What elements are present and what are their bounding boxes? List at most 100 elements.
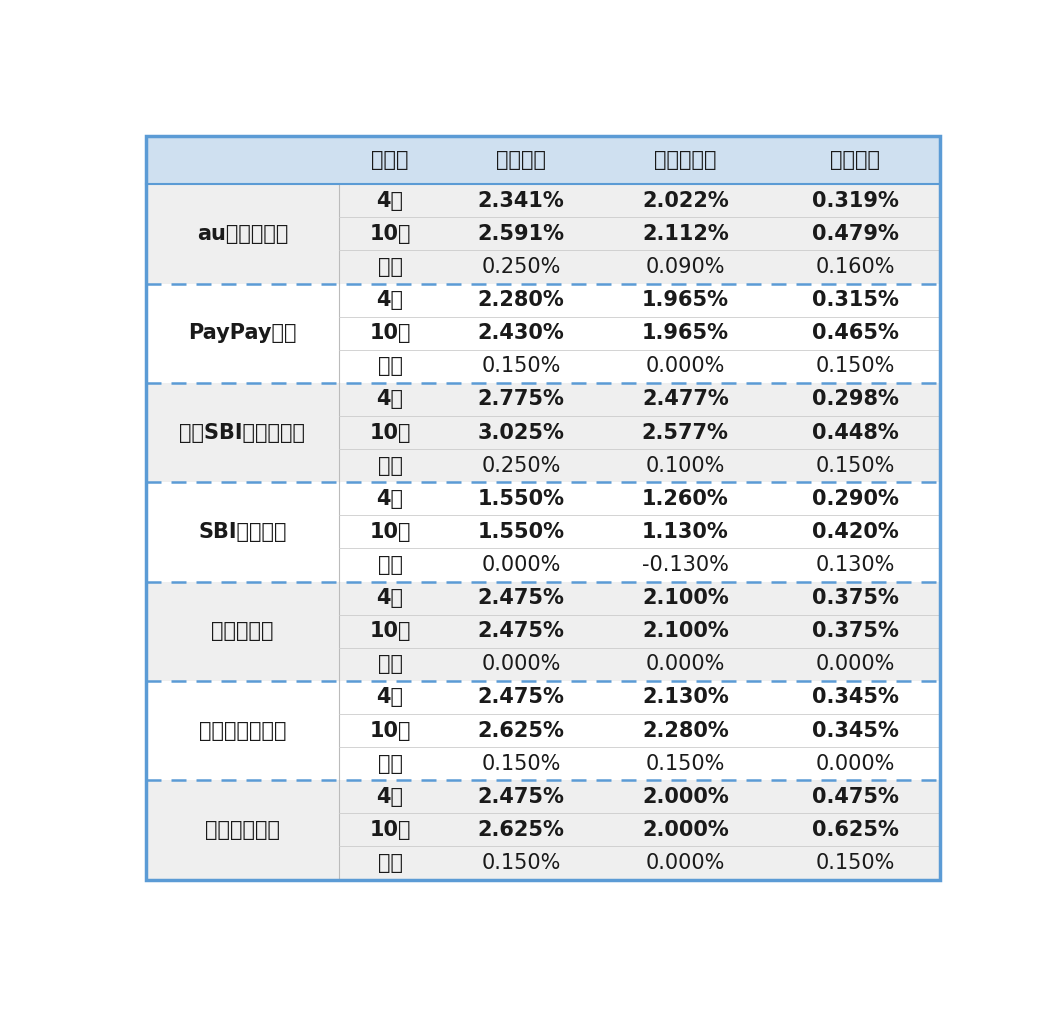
Bar: [146, 582, 940, 681]
Text: 0.375%: 0.375%: [812, 621, 899, 641]
Text: 2.100%: 2.100%: [642, 621, 728, 641]
Text: 2.100%: 2.100%: [642, 588, 728, 608]
Bar: [146, 137, 940, 184]
Text: 1.260%: 1.260%: [642, 489, 728, 509]
Text: 2.280%: 2.280%: [642, 721, 728, 741]
Text: 三井住友銀行: 三井住友銀行: [205, 820, 280, 840]
Text: 変化: 変化: [377, 853, 403, 873]
Text: 2.022%: 2.022%: [642, 191, 728, 211]
Text: -0.130%: -0.130%: [642, 555, 728, 575]
Text: 2.475%: 2.475%: [478, 621, 565, 641]
Text: 0.100%: 0.100%: [646, 456, 725, 475]
Text: 2.000%: 2.000%: [642, 820, 728, 840]
Bar: [146, 283, 940, 383]
Text: 2.577%: 2.577%: [642, 422, 728, 443]
Text: 0.420%: 0.420%: [812, 522, 899, 542]
Text: 10月: 10月: [369, 224, 411, 244]
Text: 0.000%: 0.000%: [481, 654, 561, 675]
Text: 0.479%: 0.479%: [812, 224, 899, 244]
Text: 変化: 変化: [377, 257, 403, 277]
Text: 4月: 4月: [376, 787, 404, 806]
Text: 2.775%: 2.775%: [478, 389, 565, 410]
Text: 4月: 4月: [376, 290, 404, 310]
Bar: [146, 383, 940, 482]
Text: 10月: 10月: [369, 323, 411, 343]
Text: 0.150%: 0.150%: [646, 753, 725, 774]
Text: 0.315%: 0.315%: [812, 290, 899, 310]
Text: 0.250%: 0.250%: [481, 257, 561, 277]
Bar: [146, 482, 940, 582]
Text: 0.000%: 0.000%: [815, 753, 895, 774]
Text: 0.375%: 0.375%: [812, 588, 899, 608]
Text: 1.965%: 1.965%: [641, 323, 729, 343]
Text: みずほ銀行: みずほ銀行: [211, 621, 273, 641]
Text: 0.625%: 0.625%: [812, 820, 899, 840]
Text: 1.550%: 1.550%: [477, 489, 565, 509]
Text: 0.290%: 0.290%: [812, 489, 899, 509]
Text: 2.341%: 2.341%: [478, 191, 564, 211]
Text: 0.250%: 0.250%: [481, 456, 561, 475]
Text: 三菱ＵＦＪ銀行: 三菱ＵＦＪ銀行: [198, 721, 286, 741]
Text: 0.150%: 0.150%: [481, 753, 561, 774]
Text: 0.345%: 0.345%: [812, 688, 899, 707]
Text: auじぶん銀行: auじぶん銀行: [197, 224, 288, 244]
Text: 10月: 10月: [369, 621, 411, 641]
Text: 変化: 変化: [377, 456, 403, 475]
Text: 4月: 4月: [376, 688, 404, 707]
Text: 10月: 10月: [369, 522, 411, 542]
Text: 2.625%: 2.625%: [478, 721, 565, 741]
Bar: [146, 681, 940, 780]
Text: 4月: 4月: [376, 191, 404, 211]
Text: 0.448%: 0.448%: [812, 422, 899, 443]
Text: 2.430%: 2.430%: [478, 323, 564, 343]
Text: SBI新生銀行: SBI新生銀行: [198, 522, 286, 542]
Text: 変化: 変化: [377, 357, 403, 376]
Text: 4月: 4月: [376, 588, 404, 608]
Bar: [146, 184, 940, 283]
Text: 0.319%: 0.319%: [812, 191, 899, 211]
Text: 0.298%: 0.298%: [812, 389, 899, 410]
Text: 0.090%: 0.090%: [646, 257, 725, 277]
Text: PayPay銀行: PayPay銀行: [189, 323, 297, 343]
Text: 2.475%: 2.475%: [478, 688, 565, 707]
Text: 0.000%: 0.000%: [646, 853, 725, 873]
Text: 0.160%: 0.160%: [815, 257, 895, 277]
Text: 0.150%: 0.150%: [815, 853, 895, 873]
Text: 変化: 変化: [377, 555, 403, 575]
Text: 0.345%: 0.345%: [812, 721, 899, 741]
Text: 引き下げ幅: 引き下げ幅: [654, 150, 717, 171]
Text: 2.625%: 2.625%: [478, 820, 565, 840]
Text: 適用金利: 適用金利: [830, 150, 880, 171]
Text: 0.000%: 0.000%: [646, 357, 725, 376]
Text: 0.150%: 0.150%: [481, 853, 561, 873]
Text: 3.025%: 3.025%: [478, 422, 565, 443]
Text: 2.280%: 2.280%: [478, 290, 564, 310]
Text: 10月: 10月: [369, 721, 411, 741]
Text: 1.550%: 1.550%: [477, 522, 565, 542]
Text: 1.130%: 1.130%: [642, 522, 728, 542]
Text: 0.150%: 0.150%: [815, 456, 895, 475]
Text: 0.000%: 0.000%: [646, 654, 725, 675]
Text: 該当月: 該当月: [371, 150, 409, 171]
Text: 0.150%: 0.150%: [481, 357, 561, 376]
Text: 2.000%: 2.000%: [642, 787, 728, 806]
Text: 2.475%: 2.475%: [478, 787, 565, 806]
Text: 住信SBIネット銀行: 住信SBIネット銀行: [179, 422, 305, 443]
Text: 変化: 変化: [377, 753, 403, 774]
Text: 10月: 10月: [369, 820, 411, 840]
Text: 4月: 4月: [376, 389, 404, 410]
Text: 0.000%: 0.000%: [481, 555, 561, 575]
Text: 変化: 変化: [377, 654, 403, 675]
Text: 2.475%: 2.475%: [478, 588, 565, 608]
Text: 基準金利: 基準金利: [496, 150, 546, 171]
Text: 1.965%: 1.965%: [641, 290, 729, 310]
Text: 0.130%: 0.130%: [815, 555, 895, 575]
Text: 10月: 10月: [369, 422, 411, 443]
Text: 0.000%: 0.000%: [815, 654, 895, 675]
Text: 0.150%: 0.150%: [815, 357, 895, 376]
Text: 2.130%: 2.130%: [642, 688, 728, 707]
Text: 0.475%: 0.475%: [812, 787, 899, 806]
Text: 2.477%: 2.477%: [642, 389, 728, 410]
Text: 2.591%: 2.591%: [477, 224, 565, 244]
Text: 0.465%: 0.465%: [812, 323, 899, 343]
